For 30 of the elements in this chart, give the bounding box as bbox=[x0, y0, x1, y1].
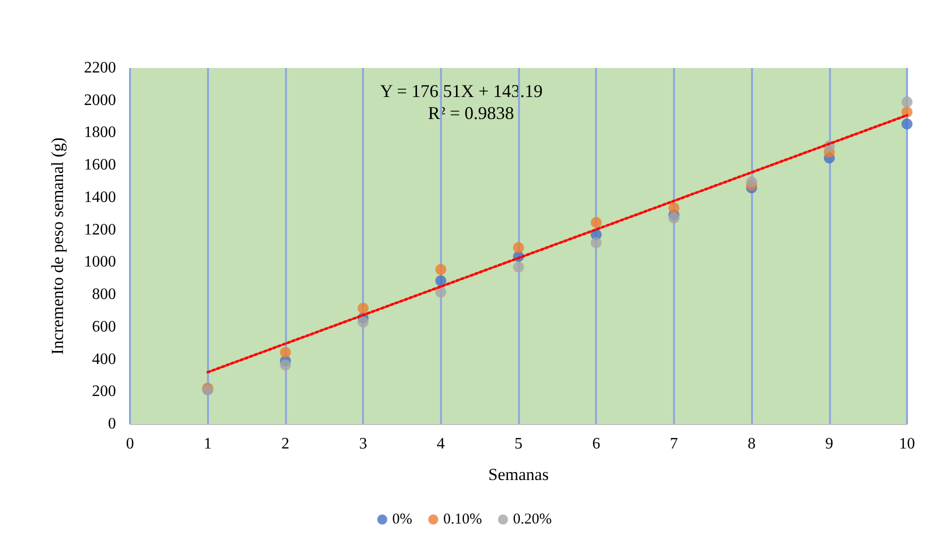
y-tick-label: 1400 bbox=[84, 188, 116, 206]
x-tick-label: 9 bbox=[825, 436, 834, 452]
legend-label: 0.10% bbox=[443, 512, 482, 528]
y-tick-label: 1800 bbox=[84, 124, 116, 142]
x-tick-label: 7 bbox=[670, 436, 678, 452]
x-tick-label: 0 bbox=[126, 436, 134, 452]
y-tick-label: 200 bbox=[92, 383, 116, 400]
x-tick-label: 5 bbox=[514, 436, 522, 452]
legend-label: 0% bbox=[392, 512, 412, 528]
y-tick-label: 600 bbox=[92, 318, 116, 336]
annotation: Y = 176.51X + 143.19 bbox=[380, 81, 543, 101]
legend-label: 0.20% bbox=[513, 512, 552, 528]
y-tick-label: 800 bbox=[92, 286, 116, 304]
y-tick-label: 2200 bbox=[84, 60, 116, 76]
x-tick-label: 2 bbox=[281, 436, 290, 452]
x-tick-label: 1 bbox=[204, 436, 212, 452]
annotation: R² = 0.9838 bbox=[428, 103, 514, 123]
y-tick-label: 0 bbox=[108, 416, 116, 432]
y-tick-label: 2000 bbox=[84, 92, 116, 109]
x-tick-label: 6 bbox=[592, 436, 600, 452]
y-axis-title: Incremento de peso semanal (g) bbox=[48, 137, 67, 355]
y-tick-label: 1200 bbox=[84, 221, 116, 238]
y-tick-label: 1600 bbox=[84, 156, 116, 174]
x-tick-label: 4 bbox=[436, 436, 445, 452]
x-tick-label: 10 bbox=[899, 436, 915, 452]
y-tick-label: 400 bbox=[92, 350, 116, 368]
x-tick-label: 3 bbox=[359, 436, 368, 452]
y-tick-label: 1000 bbox=[84, 254, 116, 271]
x-tick-label: 8 bbox=[748, 436, 756, 452]
x-axis-title: Semanas bbox=[488, 465, 549, 484]
